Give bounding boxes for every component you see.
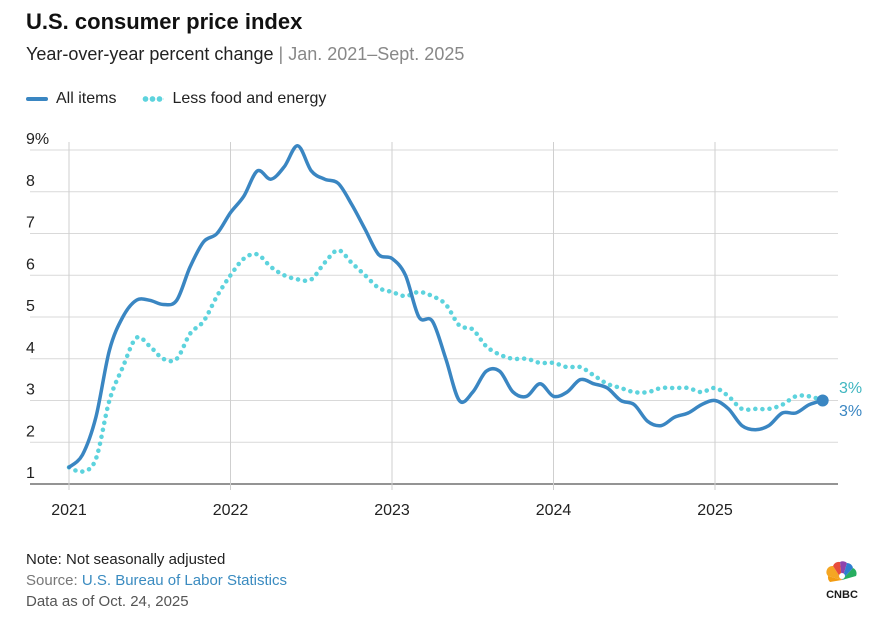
x-tick-label: 2025 [697, 502, 733, 519]
y-tick-label: 3 [26, 382, 35, 399]
cnbc-logo: CNBC [826, 561, 858, 600]
end-labels: 3%3% [839, 380, 862, 420]
chart-subtitle: Year-over-year percent change | Jan. 202… [26, 44, 464, 65]
series-lines [66, 144, 829, 474]
y-tick-label: 4 [26, 340, 35, 357]
subtitle-main: Year-over-year percent change [26, 44, 274, 64]
chart-title: U.S. consumer price index [26, 9, 303, 34]
y-tick-label: 7 [26, 215, 35, 232]
series-line-all-items [67, 144, 825, 470]
legend-item-all-items: All items [26, 90, 116, 108]
legend-swatch-solid [26, 97, 48, 101]
source-label: Source: [26, 572, 78, 589]
x-tick-label: 2024 [536, 502, 572, 519]
logo-text: CNBC [826, 589, 858, 600]
legend: All items Less food and energy [26, 90, 352, 108]
x-tick-label: 2021 [51, 502, 87, 519]
y-tick-label: 5 [26, 298, 35, 315]
y-tick-label: 6 [26, 256, 35, 273]
end-point-marker [816, 394, 829, 407]
data-as-of: Data as of Oct. 24, 2025 [26, 593, 189, 610]
series-line-core [66, 247, 825, 474]
legend-item-core: Less food and energy [142, 90, 326, 108]
source-line: Source: U.S. Bureau of Labor Statistics [26, 570, 287, 591]
chart-notes: Note: Not seasonally adjusted Source: U.… [26, 549, 287, 612]
y-tick-label: 8 [26, 173, 35, 190]
legend-label: All items [56, 90, 117, 107]
y-tick-label: 2 [26, 423, 35, 440]
y-axis-ticks: 1 2 3 4 5 6 7 8 9% [26, 131, 49, 482]
end-label-all-items: 3% [839, 403, 862, 420]
legend-swatch-dotted [142, 96, 165, 102]
x-tick-label: 2022 [213, 502, 249, 519]
grid-lines [30, 149, 838, 485]
x-axis-ticks: 2021 2022 2023 2024 2025 [51, 142, 733, 519]
y-tick-label: 1 [26, 465, 35, 482]
x-tick-label: 2023 [374, 502, 410, 519]
legend-label: Less food and energy [172, 90, 327, 107]
subtitle-separator: | [278, 44, 284, 64]
source-link[interactable]: U.S. Bureau of Labor Statistics [81, 572, 287, 589]
subtitle-date-range: Jan. 2021–Sept. 2025 [288, 44, 465, 64]
end-label-core: 3% [839, 380, 862, 397]
y-tick-label: 9% [26, 131, 49, 148]
note-text: Note: Not seasonally adjusted [26, 551, 226, 568]
